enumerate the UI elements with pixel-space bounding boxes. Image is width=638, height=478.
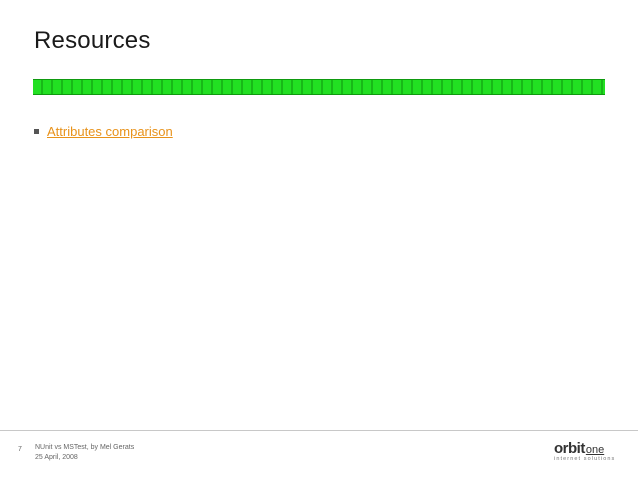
- slide-number: 7: [18, 446, 22, 453]
- footer-text: NUnit vs MSTest, by Mel Gerats 25 April,…: [35, 443, 134, 463]
- orbit-one-logo: orbitone internet solutions: [554, 440, 624, 468]
- logo-tagline: internet solutions: [554, 456, 616, 462]
- attributes-comparison-link[interactable]: Attributes comparison: [47, 124, 173, 139]
- title-divider-bar: [33, 79, 605, 95]
- bullet-item: Attributes comparison: [34, 124, 173, 139]
- bullet-square-icon: [34, 129, 39, 134]
- logo-main-text: orbit: [554, 440, 585, 457]
- footer-presentation-title: NUnit vs MSTest, by Mel Gerats: [35, 444, 135, 451]
- logo-one-text: one: [585, 444, 605, 456]
- slide-title: Resources: [34, 27, 151, 54]
- footer-date: 25 April, 2008: [35, 454, 78, 461]
- footer-divider: [0, 430, 638, 431]
